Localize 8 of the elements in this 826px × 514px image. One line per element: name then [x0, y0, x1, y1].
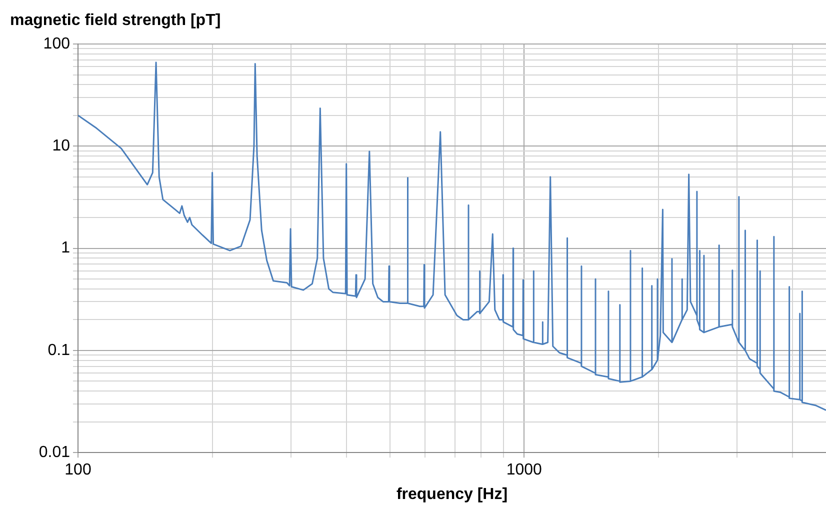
y-tick-label: 1 — [61, 240, 70, 257]
y-axis-title: magnetic field strength [pT] — [10, 12, 221, 30]
y-tick-label: 0.1 — [48, 342, 70, 359]
x-tick-label: 1000 — [506, 462, 542, 479]
x-axis-title: frequency [Hz] — [396, 486, 508, 503]
y-tick-label: 0.01 — [38, 444, 70, 462]
y-tick-label: 100 — [43, 35, 70, 52]
y-tick-label: 10 — [52, 138, 70, 155]
